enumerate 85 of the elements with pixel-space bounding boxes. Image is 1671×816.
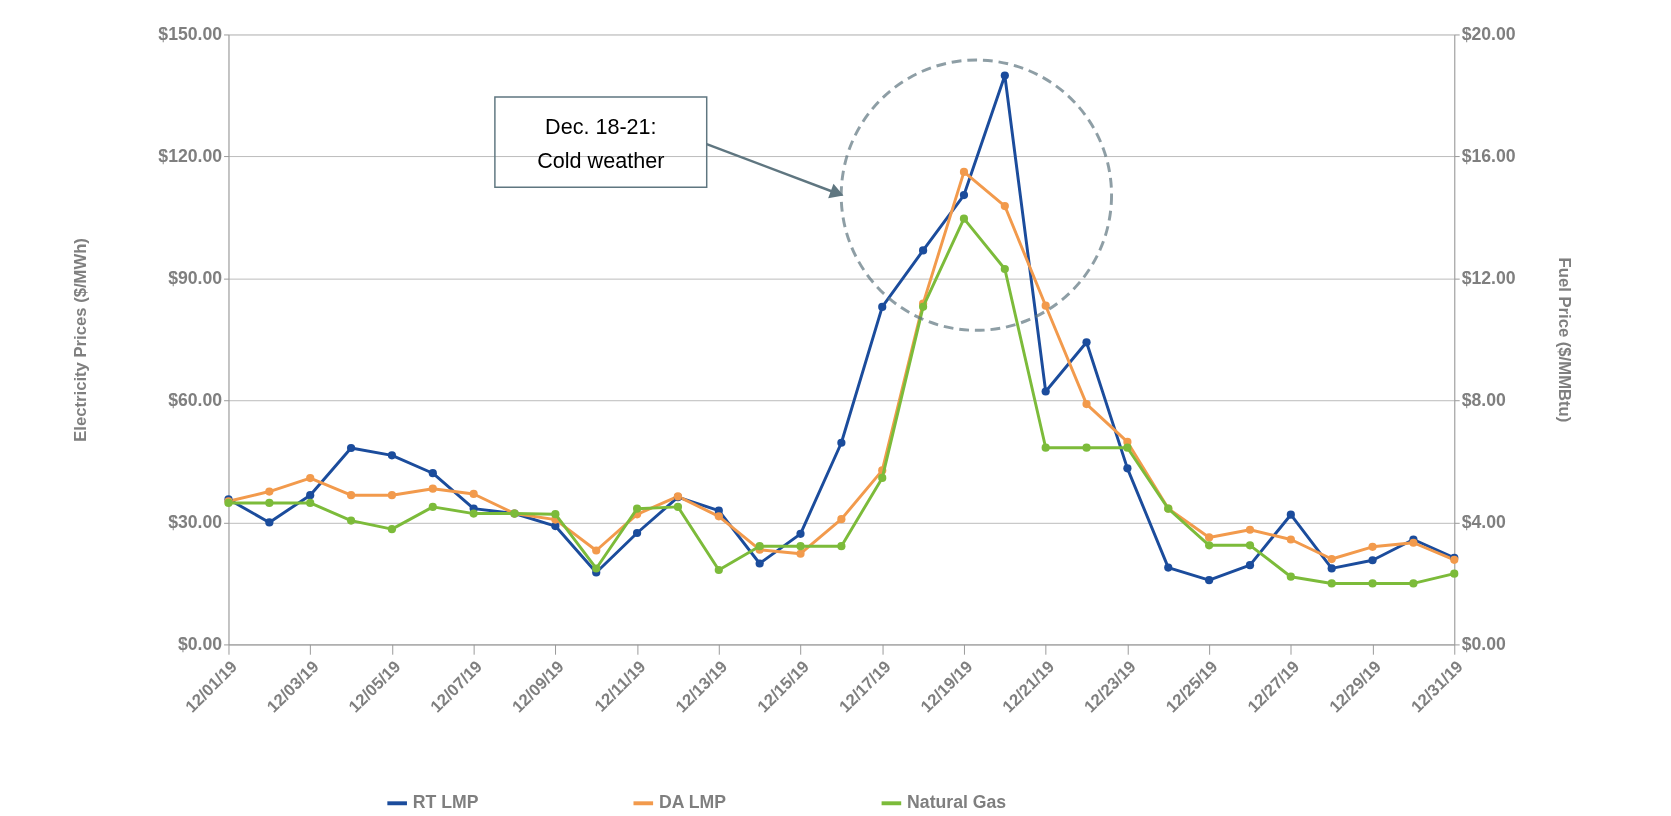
point (1245, 541, 1255, 550)
y-tick-label: $0.00 (177, 633, 223, 654)
point (469, 509, 478, 518)
point (469, 489, 478, 499)
point (837, 515, 846, 524)
point (428, 469, 437, 478)
point (1164, 563, 1173, 572)
point (878, 473, 887, 482)
point (837, 542, 846, 551)
point (632, 504, 642, 513)
point (1327, 564, 1336, 573)
point (306, 491, 315, 500)
point (1205, 541, 1214, 550)
point (1409, 579, 1418, 588)
point (755, 559, 764, 568)
point (1450, 569, 1459, 578)
point (346, 491, 356, 500)
point (306, 498, 315, 507)
point (387, 525, 397, 534)
point (1286, 572, 1295, 581)
point (1205, 533, 1214, 542)
legend-label: RT LMP (412, 792, 479, 813)
legend-label: DA LMP (658, 792, 727, 813)
point (1245, 525, 1255, 534)
point (1286, 510, 1295, 519)
point (919, 246, 928, 255)
point (1368, 579, 1377, 588)
y-tick-label: $60.00 (168, 389, 223, 410)
point (1000, 201, 1009, 211)
point (387, 491, 397, 500)
y2-tick-label: $8.00 (1461, 389, 1506, 410)
y-axis-title: Electricity Prices ($/MWh) (70, 238, 90, 442)
point (346, 516, 356, 525)
point (837, 438, 846, 447)
point (796, 549, 805, 558)
point (1041, 301, 1050, 310)
point (1082, 443, 1091, 452)
point (1123, 443, 1132, 452)
y-tick-label: $150.00 (158, 23, 223, 44)
point (1000, 71, 1009, 80)
point (1123, 464, 1132, 473)
point (592, 564, 601, 573)
point (796, 529, 805, 538)
point (1082, 338, 1091, 347)
point (592, 546, 601, 555)
point (428, 484, 437, 493)
point (959, 190, 969, 200)
point (551, 510, 560, 519)
point (1327, 579, 1336, 588)
y2-tick-label: $16.00 (1461, 145, 1516, 166)
y2-axis-title: Fuel Price ($/MMBtu) (1554, 257, 1574, 423)
point (387, 451, 397, 460)
point (1041, 443, 1050, 452)
point (1205, 576, 1214, 585)
point (1368, 556, 1377, 565)
y-tick-label: $120.00 (158, 145, 223, 166)
y2-tick-label: $0.00 (1461, 633, 1506, 654)
point (1245, 561, 1255, 570)
point (265, 518, 274, 527)
point (428, 502, 437, 511)
y-tick-label: $30.00 (168, 511, 223, 532)
point (346, 443, 356, 453)
y2-tick-label: $20.00 (1461, 23, 1516, 44)
point (1000, 264, 1009, 274)
y2-tick-label: $12.00 (1461, 267, 1516, 288)
point (632, 528, 642, 538)
y2-tick-label: $4.00 (1461, 511, 1506, 532)
point (714, 565, 723, 575)
legend-label: Natural Gas (907, 792, 1007, 813)
y-tick-label: $90.00 (168, 267, 223, 288)
point (1327, 554, 1336, 564)
point (265, 487, 274, 496)
point (878, 302, 887, 312)
point (265, 498, 274, 507)
point (1286, 535, 1295, 544)
point (1082, 400, 1091, 409)
point (959, 167, 969, 176)
point (1041, 387, 1050, 396)
point (959, 214, 969, 223)
point (796, 542, 805, 551)
annotation: Dec. 18-21: Cold weather (537, 114, 665, 173)
point (673, 502, 683, 511)
point (714, 512, 723, 521)
point (1368, 542, 1377, 551)
point (306, 474, 315, 483)
